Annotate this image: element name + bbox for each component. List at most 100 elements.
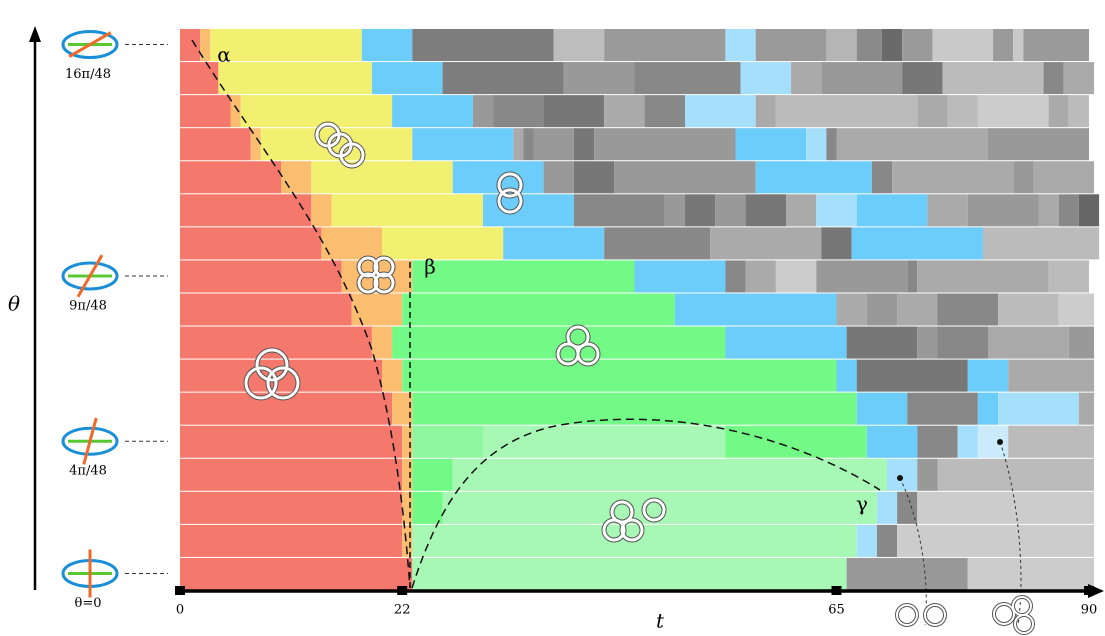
segment <box>675 293 837 325</box>
segment <box>180 95 231 127</box>
segment <box>902 62 942 94</box>
segment <box>821 62 902 94</box>
segment <box>180 525 402 557</box>
segment <box>791 62 821 94</box>
segment <box>1049 260 1089 292</box>
segment <box>180 161 281 193</box>
segment <box>988 327 1069 359</box>
segment <box>897 492 917 524</box>
row-label: θ=0 <box>75 596 102 611</box>
segment <box>604 227 710 259</box>
segment <box>372 327 392 359</box>
segment <box>776 95 917 127</box>
segment <box>412 459 452 491</box>
segment <box>932 29 993 61</box>
segment <box>483 426 725 458</box>
segment <box>554 29 605 61</box>
segment <box>604 29 725 61</box>
segment <box>938 459 1095 491</box>
segment <box>241 95 393 127</box>
segment <box>826 29 856 61</box>
segment <box>311 161 452 193</box>
segment <box>1023 29 1089 61</box>
segment <box>958 426 978 458</box>
knot-icon <box>897 605 945 625</box>
segment <box>897 293 937 325</box>
segment <box>1079 393 1094 425</box>
segment <box>978 393 998 425</box>
segment <box>907 260 917 292</box>
segment <box>887 459 917 491</box>
segment <box>523 128 533 160</box>
y-axis-label: θ <box>8 292 20 316</box>
segment <box>826 128 836 160</box>
segment <box>402 426 412 458</box>
segment <box>1069 327 1094 359</box>
segment <box>1013 29 1023 61</box>
segment <box>412 558 846 590</box>
segment <box>917 492 1094 524</box>
segment <box>614 161 755 193</box>
x-axis-label: t <box>656 609 665 633</box>
segment <box>412 260 634 292</box>
segment <box>710 227 821 259</box>
segment <box>837 360 857 392</box>
row-label: 16π/48 <box>65 67 111 82</box>
segment <box>857 29 882 61</box>
segment <box>513 128 523 160</box>
segment <box>372 62 443 94</box>
segment <box>402 492 412 524</box>
segment <box>1008 426 1094 458</box>
segment <box>736 128 807 160</box>
segment <box>362 29 413 61</box>
segment <box>180 459 402 491</box>
segment <box>402 459 412 491</box>
segment <box>715 194 745 226</box>
segment <box>756 95 776 127</box>
segment <box>594 128 735 160</box>
segment <box>938 293 999 325</box>
segment <box>685 194 715 226</box>
segment <box>392 95 473 127</box>
segment <box>1013 161 1033 193</box>
segment <box>917 260 1048 292</box>
segment <box>988 128 1089 160</box>
segment <box>917 426 957 458</box>
segment <box>281 161 311 193</box>
segment <box>998 293 1059 325</box>
segment <box>746 260 776 292</box>
segment <box>857 194 928 226</box>
segment <box>867 293 897 325</box>
segment <box>872 161 892 193</box>
x-tick-label: 90 <box>1081 603 1098 618</box>
chart: θ t α β γ 16π/489π/484π/48θ=00226590 <box>0 0 1105 636</box>
segment <box>806 128 826 160</box>
annotation: β <box>424 255 436 279</box>
knot-icon <box>994 597 1033 633</box>
segment <box>665 194 685 226</box>
segment <box>897 525 1094 557</box>
segment <box>321 227 382 259</box>
segment <box>635 62 741 94</box>
segment <box>1008 360 1094 392</box>
segment <box>857 525 877 557</box>
segment <box>917 459 937 491</box>
segment <box>938 327 989 359</box>
segment <box>1033 161 1094 193</box>
segment <box>1044 62 1064 94</box>
segment <box>725 260 745 292</box>
x-tick-label: 65 <box>828 603 845 618</box>
segment <box>756 161 872 193</box>
segment <box>412 29 553 61</box>
segment <box>725 426 866 458</box>
segment <box>544 95 605 127</box>
x-tick <box>1084 586 1094 595</box>
segment <box>892 161 1013 193</box>
segment <box>402 360 836 392</box>
segment <box>180 227 321 259</box>
segment <box>180 62 218 94</box>
segment <box>685 95 756 127</box>
segment <box>902 29 932 61</box>
segment <box>180 327 372 359</box>
segment <box>180 29 200 61</box>
